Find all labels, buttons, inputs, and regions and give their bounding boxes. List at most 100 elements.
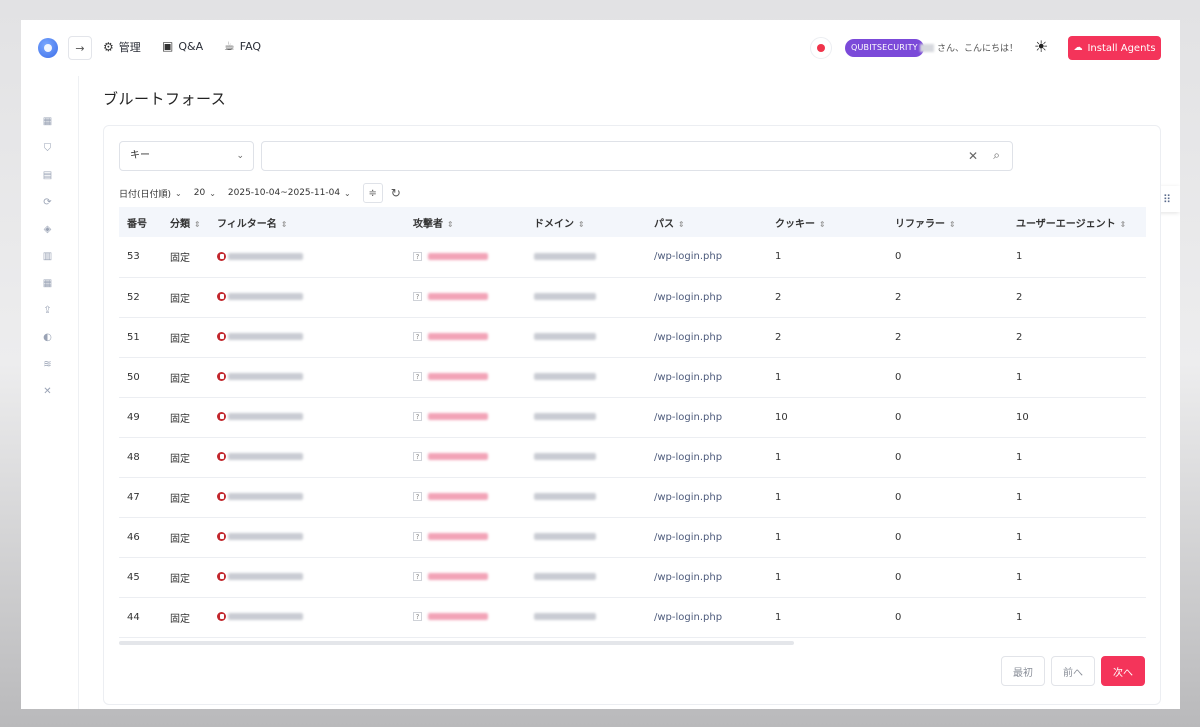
- redacted-attacker-ip[interactable]: [428, 493, 488, 500]
- redacted-attacker-ip[interactable]: [428, 413, 488, 420]
- device-icon[interactable]: ▥: [42, 251, 53, 262]
- table-row[interactable]: 53 固定? /wp-login.php 1 0 1: [119, 237, 1146, 277]
- cell-cookie: 2: [775, 291, 782, 303]
- redacted-domain: [534, 333, 596, 340]
- refresh-icon[interactable]: ↻: [390, 186, 401, 200]
- app-logo[interactable]: [38, 38, 58, 58]
- cell-path: /wp-login.php: [654, 371, 723, 383]
- col-user-agent[interactable]: ユーザーエージェント ⇕: [1008, 207, 1146, 237]
- record-button[interactable]: [810, 37, 832, 59]
- sort-icon[interactable]: ⇕: [280, 219, 288, 229]
- table-row[interactable]: 49 固定? /wp-login.php 10 0 10: [119, 397, 1146, 437]
- tools-icon[interactable]: ✕: [43, 386, 52, 397]
- col-referer[interactable]: リファラー ⇕: [887, 207, 1008, 237]
- search-box[interactable]: ✕ ⌕: [261, 141, 1013, 171]
- theme-toggle-button[interactable]: ☀: [1034, 37, 1048, 57]
- sync-icon[interactable]: ⟳: [43, 197, 52, 208]
- cell-filter-name: [209, 517, 405, 557]
- search-input[interactable]: [270, 146, 950, 166]
- col-domain[interactable]: ドメイン ⇕: [526, 207, 646, 237]
- page-title: ブルートフォース: [103, 90, 227, 108]
- nav-qa[interactable]: ▣ Q&A: [162, 39, 203, 53]
- sort-icon[interactable]: ⇕: [678, 219, 685, 229]
- page-size-dropdown[interactable]: 20 ⌄: [194, 188, 216, 198]
- nav-admin-label: 管理: [118, 41, 141, 54]
- cell-attacker: ?: [405, 597, 526, 637]
- key-select[interactable]: キー ⌄: [119, 141, 254, 171]
- date-range-picker[interactable]: 2025-10-04~2025-11-04 ⌄: [228, 188, 351, 198]
- cell-attacker: ?: [405, 317, 526, 357]
- cell-cookie: 1: [775, 531, 782, 543]
- col-attacker[interactable]: 攻撃者 ⇕: [405, 207, 526, 237]
- cell-category: 固定: [170, 573, 190, 585]
- redacted-attacker-ip[interactable]: [428, 573, 488, 580]
- collapse-sidebar-button[interactable]: →: [68, 36, 92, 60]
- table-row[interactable]: 46 固定? /wp-login.php 1 0 1: [119, 517, 1146, 557]
- redacted-attacker-ip[interactable]: [428, 613, 488, 620]
- cell-category: 固定: [170, 413, 190, 425]
- toggle-icon[interactable]: ◐: [43, 332, 52, 343]
- cloud-icon: ☁: [1073, 43, 1083, 53]
- results-table: 番号 分類 ⇕ フィルター名 ⇕ 攻撃者 ⇕ ドメイン ⇕ パス ⇕ クッキー ⇕ リファラ…: [119, 207, 1146, 639]
- first-page-button[interactable]: 最初: [1001, 656, 1045, 686]
- col-path-label: パス: [654, 218, 674, 230]
- cell-number: 52: [127, 291, 140, 303]
- cell-domain: [526, 237, 646, 277]
- horizontal-scrollbar[interactable]: [119, 641, 794, 645]
- col-referer-label: リファラー: [895, 218, 945, 230]
- server-icon[interactable]: ▤: [42, 170, 53, 181]
- redacted-attacker-ip[interactable]: [428, 373, 488, 380]
- cell-referer: 0: [895, 531, 902, 543]
- nav-faq[interactable]: ☕ FAQ: [224, 39, 261, 53]
- cell-category: 固定: [170, 373, 190, 385]
- redacted-domain: [534, 453, 596, 460]
- filter-settings-button[interactable]: ≑: [362, 183, 383, 203]
- sort-icon[interactable]: ⇕: [819, 219, 826, 229]
- cell-number: 48: [127, 451, 140, 463]
- shield-icon[interactable]: ⛉: [43, 143, 52, 154]
- filter-logo-icon: [217, 572, 226, 581]
- nav-admin[interactable]: ⚙ 管理: [103, 39, 141, 55]
- redacted-domain: [534, 533, 596, 540]
- table-row[interactable]: 44 固定? /wp-login.php 1 0 1: [119, 597, 1146, 637]
- sort-icon[interactable]: ⇕: [447, 219, 454, 229]
- search-icon[interactable]: ⌕: [993, 148, 1000, 162]
- col-filter-name[interactable]: フィルター名 ⇕: [209, 207, 405, 237]
- col-number[interactable]: 番号: [119, 207, 162, 237]
- sort-icon[interactable]: ⇕: [578, 219, 585, 229]
- redacted-attacker-ip[interactable]: [428, 533, 488, 540]
- grid-icon[interactable]: ▦: [42, 278, 53, 289]
- redacted-domain: [534, 252, 596, 260]
- install-agents-button[interactable]: ☁ Install Agents: [1068, 36, 1161, 60]
- table-row[interactable]: 47 固定? /wp-login.php 1 0 1: [119, 477, 1146, 517]
- col-path[interactable]: パス ⇕: [646, 207, 767, 237]
- cell-cookie: 2: [775, 331, 782, 343]
- table-row[interactable]: 52 固定? /wp-login.php 2 2 2: [119, 277, 1146, 317]
- cell-referer: 0: [895, 371, 902, 383]
- next-page-button[interactable]: 次へ: [1101, 656, 1145, 686]
- sort-icon[interactable]: ⇕: [194, 219, 201, 229]
- cell-referer: 0: [895, 491, 902, 503]
- clear-icon[interactable]: ✕: [967, 149, 978, 163]
- table-row[interactable]: 45 固定? /wp-login.php 1 0 1: [119, 557, 1146, 597]
- dashboard-icon[interactable]: ▦: [42, 116, 53, 127]
- redacted-attacker-ip[interactable]: [428, 293, 488, 300]
- redacted-attacker-ip[interactable]: [428, 333, 488, 340]
- table-row[interactable]: 48 固定? /wp-login.php 1 0 1: [119, 437, 1146, 477]
- globe-icon[interactable]: ◈: [43, 224, 52, 235]
- redacted-attacker-ip[interactable]: [428, 252, 488, 260]
- sort-icon[interactable]: ⇕: [1119, 219, 1127, 229]
- upload-icon[interactable]: ⇪: [43, 305, 52, 316]
- table-row[interactable]: 51 固定? /wp-login.php 2 2 2: [119, 317, 1146, 357]
- date-type-dropdown[interactable]: 日付(日付順) ⌄: [119, 187, 182, 200]
- prev-page-button[interactable]: 前へ: [1051, 656, 1095, 686]
- cell-domain: [526, 477, 646, 517]
- redacted-domain: [534, 573, 596, 580]
- filter-logo-icon: [217, 492, 226, 501]
- table-row[interactable]: 50 固定? /wp-login.php 1 0 1: [119, 357, 1146, 397]
- col-cookie[interactable]: クッキー ⇕: [767, 207, 887, 237]
- redacted-attacker-ip[interactable]: [428, 453, 488, 460]
- layers-icon[interactable]: ≋: [43, 359, 52, 370]
- col-category[interactable]: 分類 ⇕: [162, 207, 209, 237]
- sort-icon[interactable]: ⇕: [949, 219, 956, 229]
